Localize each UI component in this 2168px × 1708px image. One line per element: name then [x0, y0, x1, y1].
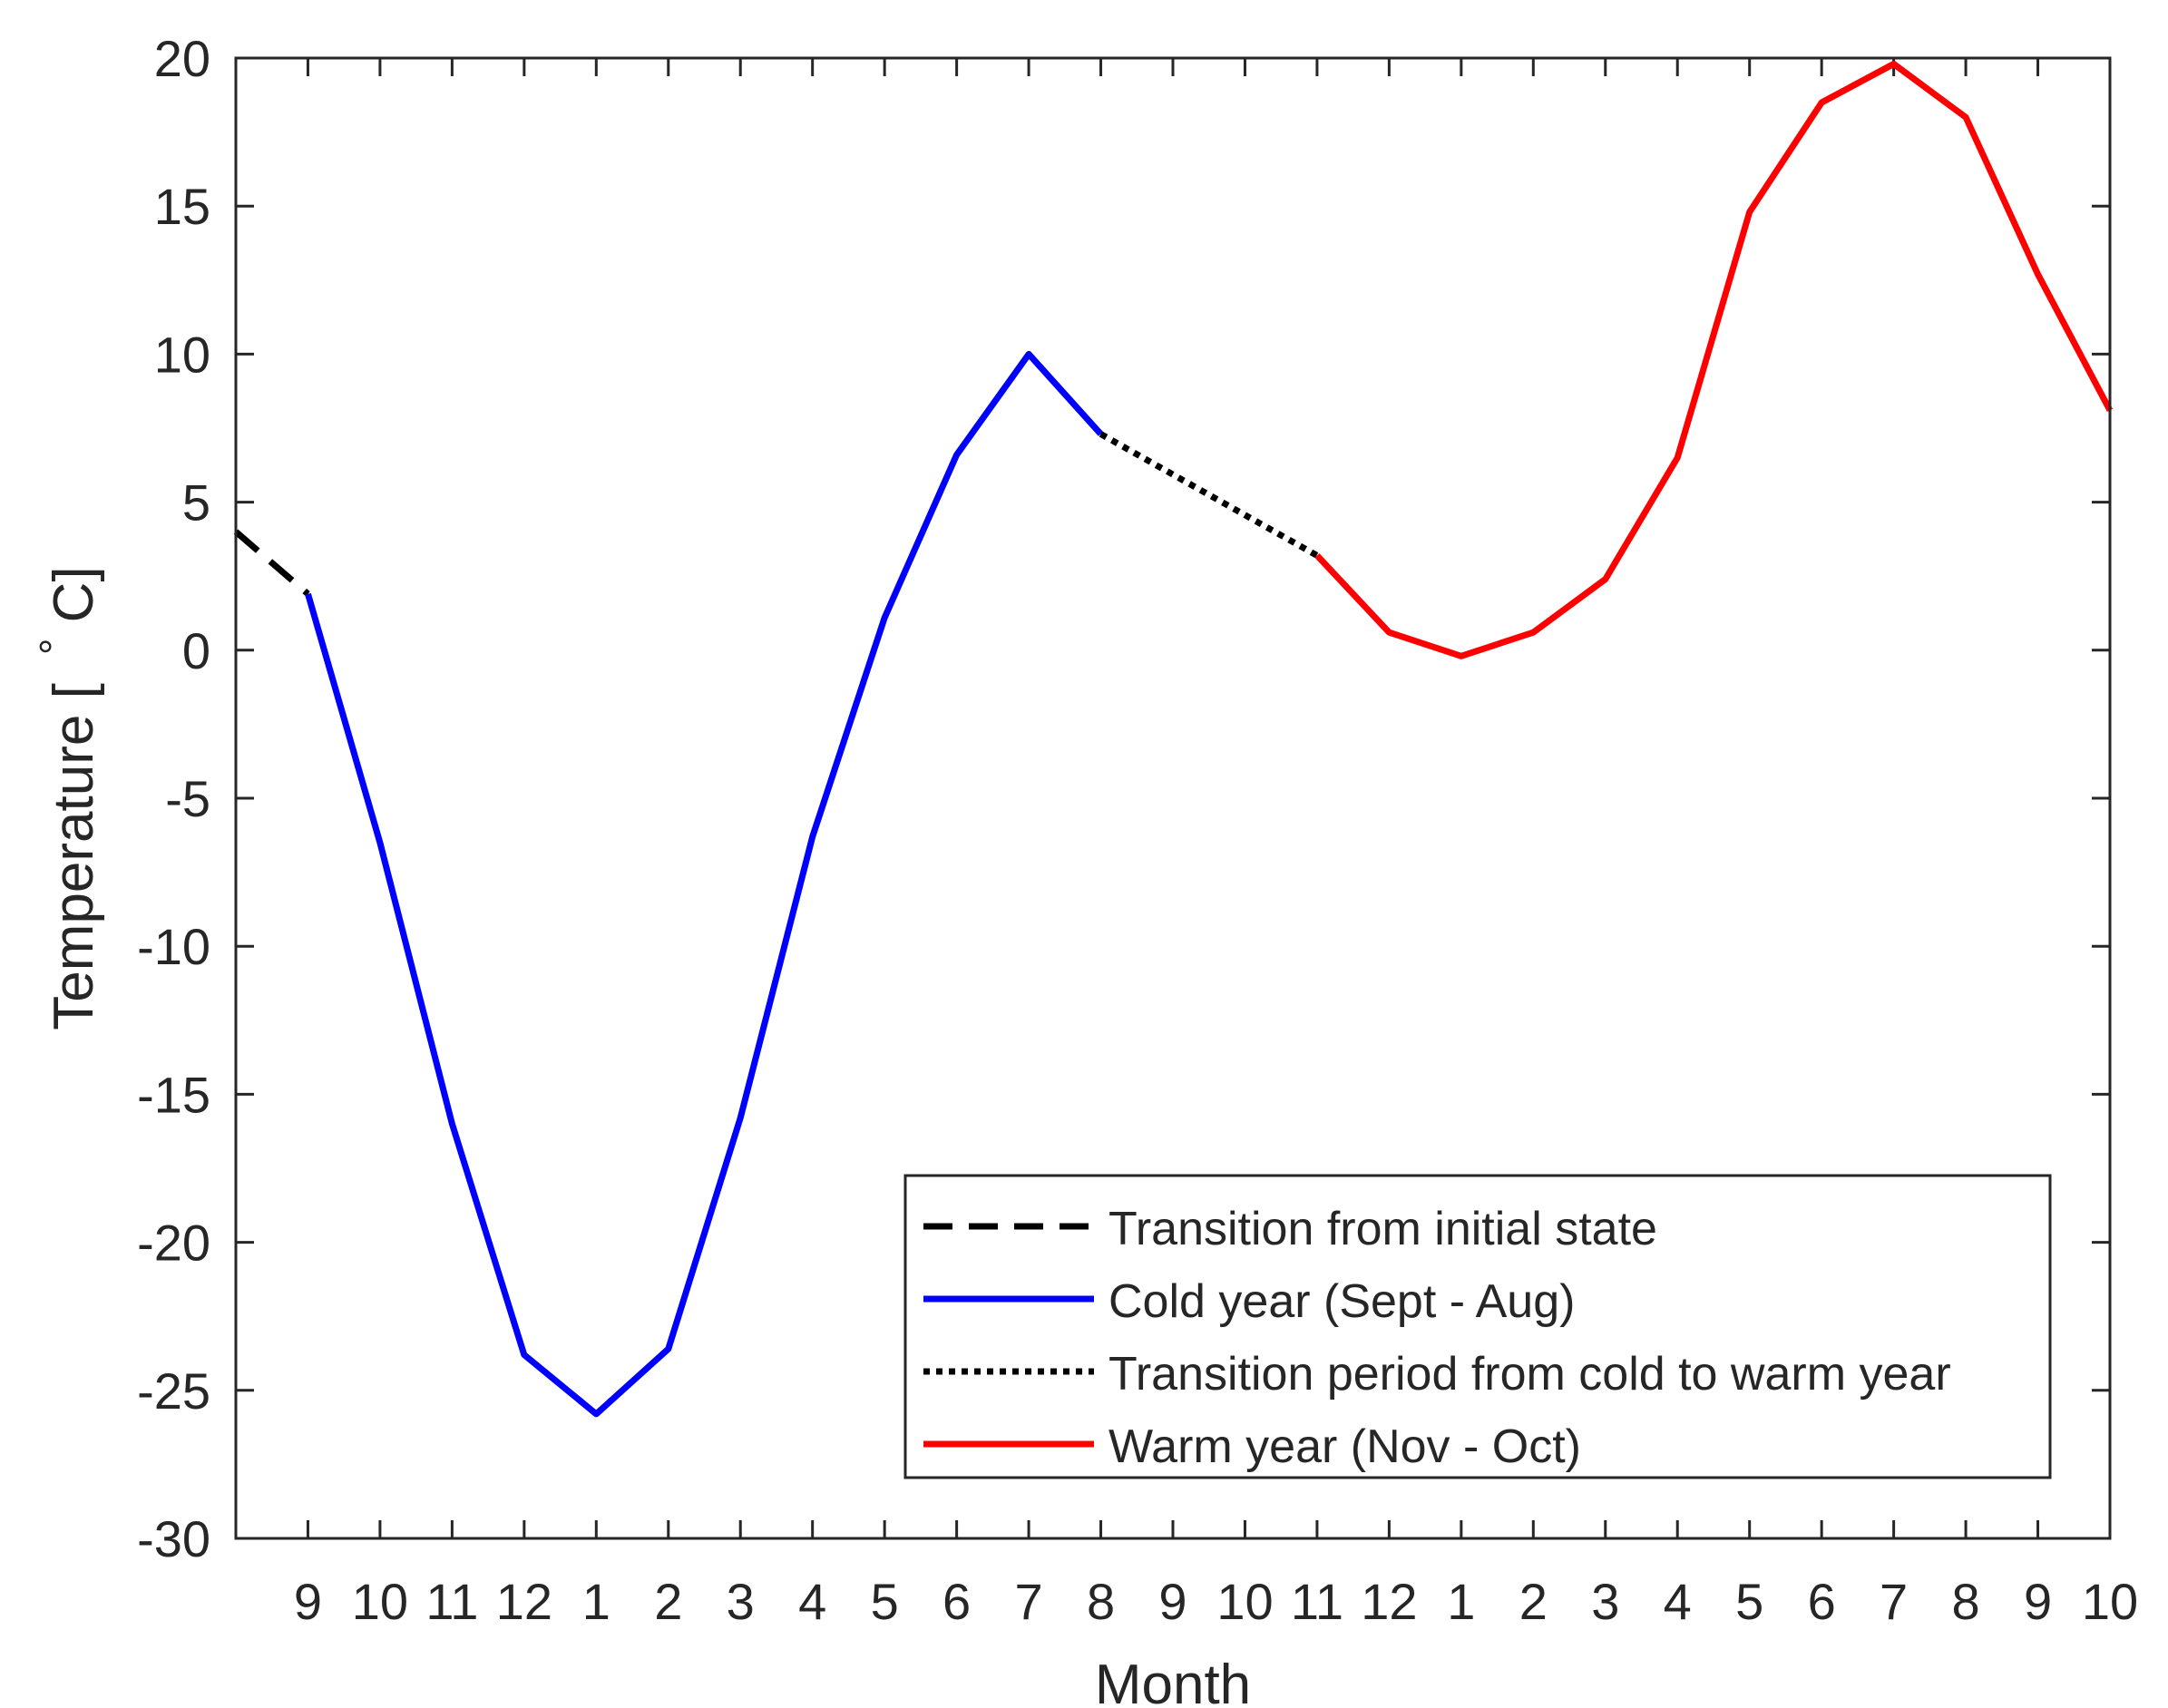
x-tick-label: 10 — [352, 1573, 408, 1630]
y-tick-label: 20 — [154, 30, 210, 87]
x-tick-label: 1 — [1447, 1573, 1475, 1630]
legend-box — [903, 1174, 2052, 1479]
x-tick-label: 8 — [1087, 1573, 1115, 1630]
y-axis-label-unit: C] — [43, 566, 105, 622]
series-line-1 — [233, 529, 310, 597]
x-tick-label: 7 — [1014, 1573, 1042, 1630]
y-tick-label: 10 — [154, 326, 210, 383]
legend-label-2: Cold year (Sept - Aug) — [1108, 1275, 1575, 1328]
y-axis-label-main: Temperature [ — [43, 683, 105, 1030]
x-tick-label: 10 — [2082, 1573, 2138, 1630]
legend-label-4: Warm year (Nov - Oct) — [1108, 1420, 1581, 1473]
series-line-3 — [1099, 431, 1319, 559]
x-tick-label: 7 — [1880, 1573, 1908, 1630]
y-tick-label: -30 — [137, 1510, 210, 1567]
x-axis-label: Month — [1095, 1654, 1251, 1708]
series-line-2 — [305, 350, 1104, 1418]
x-tick-label: 2 — [654, 1573, 682, 1630]
x-tick-label: 9 — [294, 1573, 322, 1630]
y-axis-label: Temperature [ ° C] — [19, 566, 105, 1030]
legend: Transition from initial state Cold year (… — [903, 1174, 2052, 1479]
x-tick-label: 5 — [871, 1573, 899, 1630]
y-tick-label: -5 — [165, 770, 210, 827]
y-tick-label: 5 — [182, 474, 210, 532]
y-tick-label: -25 — [137, 1362, 210, 1420]
x-tick-label: 12 — [1361, 1573, 1417, 1630]
y-tick-label: -10 — [137, 918, 210, 975]
y-tick-label: 15 — [154, 178, 210, 235]
x-tick-labels: 9 10 11 12 1 2 3 4 5 6 7 8 9 10 11 12 1 2 3 4 5 6 7 8 9 10 — [294, 1573, 2138, 1630]
legend-items: Transition from initial state Cold year (… — [923, 1203, 1951, 1473]
y-tick-label: -20 — [137, 1215, 210, 1272]
y-axis-label-degree: ° — [31, 639, 78, 655]
x-tick-label: 8 — [1951, 1573, 1979, 1630]
x-tick-label: 9 — [1158, 1573, 1187, 1630]
x-tick-label: 2 — [1519, 1573, 1548, 1630]
x-tick-label: 4 — [798, 1573, 826, 1630]
x-tick-label: 11 — [1291, 1573, 1343, 1630]
y-tick-labels: 20 15 10 5 0 -5 -10 -15 -20 -25 -30 — [137, 30, 210, 1567]
y-tick-label: 0 — [182, 622, 210, 679]
x-tick-label: 1 — [582, 1573, 610, 1630]
x-tick-label: 12 — [496, 1573, 552, 1630]
legend-label-1: Transition from initial state — [1108, 1203, 1657, 1255]
x-tick-label: 11 — [425, 1573, 478, 1630]
x-tick-label: 6 — [942, 1573, 971, 1630]
y-tick-label: -15 — [137, 1066, 210, 1123]
axis-ticks — [236, 56, 2112, 1540]
series-layer — [233, 61, 2114, 1418]
plot-area-frame — [234, 56, 2112, 1540]
x-tick-label: 5 — [1735, 1573, 1763, 1630]
x-tick-label: 3 — [1591, 1573, 1619, 1630]
x-tick-label: 9 — [2024, 1573, 2052, 1630]
x-tick-label: 10 — [1216, 1573, 1273, 1630]
x-tick-label: 4 — [1664, 1573, 1692, 1630]
series-line-4 — [1314, 61, 2114, 659]
x-tick-label: 6 — [1808, 1573, 1836, 1630]
x-tick-label: 3 — [727, 1573, 755, 1630]
legend-label-3: Transition period from cold to warm year — [1108, 1348, 1951, 1401]
